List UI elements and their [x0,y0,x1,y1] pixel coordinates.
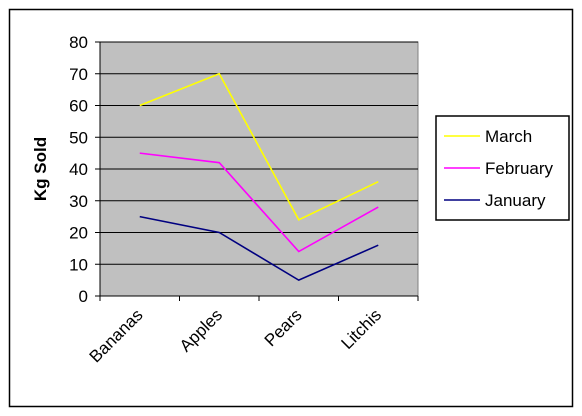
y-tick-label: 80 [69,33,88,52]
y-axis: 0 10 20 30 40 50 60 70 80 [69,33,101,306]
series-lines [139,72,379,282]
series-line-january [139,215,379,282]
legend: March February January [435,115,570,221]
y-tick-label: 20 [69,224,88,243]
legend-label: February [485,159,554,178]
y-tick-label: 60 [69,97,88,116]
legend-label: March [485,127,532,146]
y-tick-label: 10 [69,255,88,274]
gridlines [100,41,418,265]
y-tick-label: 0 [79,287,88,306]
y-tick-label: 30 [69,192,88,211]
series-line-february [139,152,379,253]
y-tick-label: 40 [69,160,88,179]
legend-label: January [485,191,546,210]
series-line-march [139,72,379,221]
y-axis-title: Kg Sold [31,137,50,201]
y-tick-label: 50 [69,128,88,147]
y-tick-label: 70 [69,65,88,84]
